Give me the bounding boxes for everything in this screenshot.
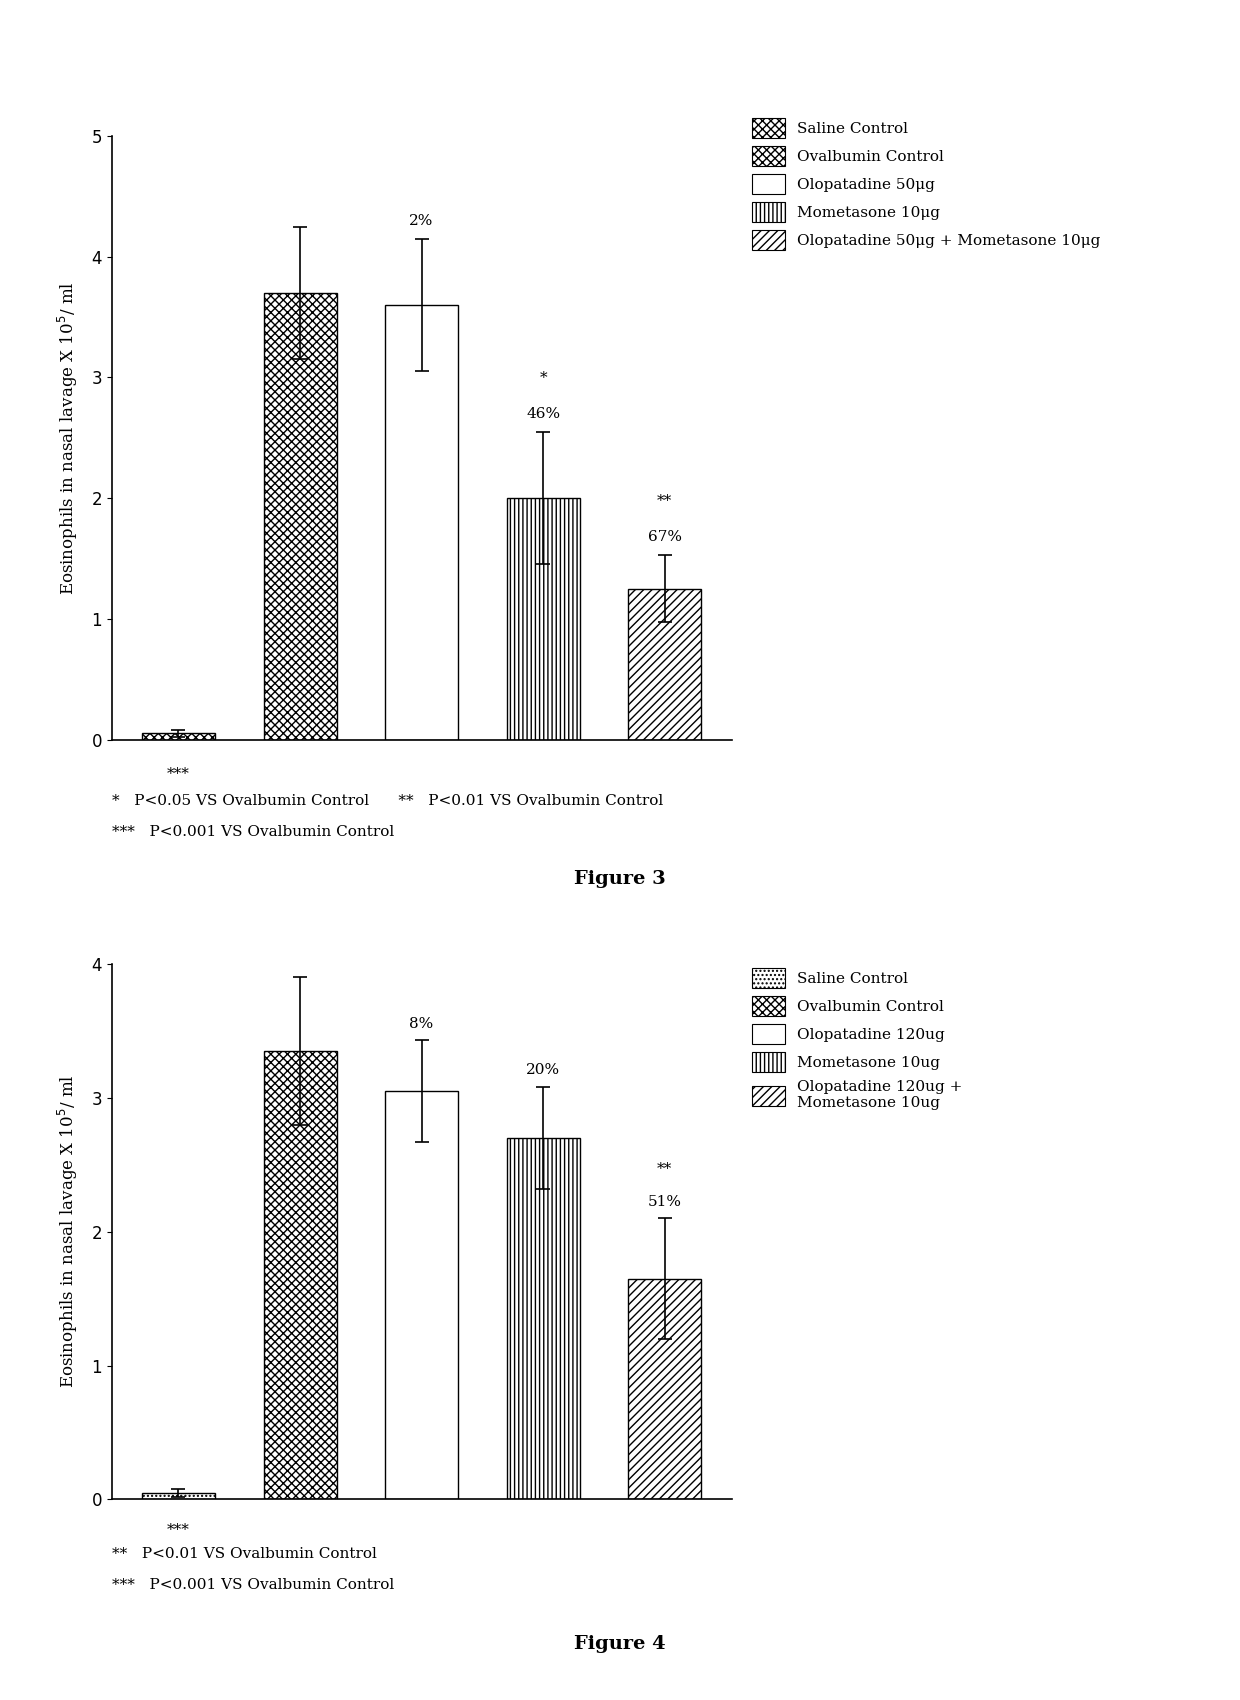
Bar xyxy=(629,588,701,740)
Text: ***   P<0.001 VS Ovalbumin Control: *** P<0.001 VS Ovalbumin Control xyxy=(112,824,394,838)
Text: **: ** xyxy=(657,1163,672,1176)
Text: ***: *** xyxy=(167,767,190,780)
Text: ***: *** xyxy=(167,1523,190,1537)
Text: *: * xyxy=(539,371,547,384)
Bar xyxy=(264,1051,336,1499)
Bar xyxy=(386,1091,458,1499)
Bar xyxy=(143,733,215,740)
Bar xyxy=(143,1493,215,1499)
Text: Figure 3: Figure 3 xyxy=(574,870,666,889)
Bar xyxy=(264,292,336,740)
Text: ***   P<0.001 VS Ovalbumin Control: *** P<0.001 VS Ovalbumin Control xyxy=(112,1578,394,1591)
Text: 8%: 8% xyxy=(409,1017,434,1030)
Bar xyxy=(629,1278,701,1499)
Text: **: ** xyxy=(657,493,672,508)
Text: 67%: 67% xyxy=(647,530,682,544)
Text: Figure 4: Figure 4 xyxy=(574,1635,666,1654)
Text: 20%: 20% xyxy=(526,1064,560,1078)
Y-axis label: Eosinophils in nasal lavage X 10$^5$/ ml: Eosinophils in nasal lavage X 10$^5$/ ml xyxy=(56,1074,81,1389)
Bar xyxy=(386,304,458,740)
Text: **   P<0.01 VS Ovalbumin Control: ** P<0.01 VS Ovalbumin Control xyxy=(112,1547,377,1561)
Bar xyxy=(507,1137,579,1499)
Legend: Saline Control, Ovalbumin Control, Olopatadine 50μg, Mometasone 10μg, Olopatadin: Saline Control, Ovalbumin Control, Olopa… xyxy=(751,117,1101,250)
Bar xyxy=(507,498,579,740)
Text: *   P<0.05 VS Ovalbumin Control      **   P<0.01 VS Ovalbumin Control: * P<0.05 VS Ovalbumin Control ** P<0.01 … xyxy=(112,794,663,808)
Text: 51%: 51% xyxy=(647,1195,682,1209)
Y-axis label: Eosinophils in nasal lavage X 10$^5$/ ml: Eosinophils in nasal lavage X 10$^5$/ ml xyxy=(56,280,81,595)
Text: 46%: 46% xyxy=(526,406,560,422)
Legend: Saline Control, Ovalbumin Control, Olopatadine 120ug, Mometasone 10ug, Olopatadi: Saline Control, Ovalbumin Control, Olopa… xyxy=(751,967,962,1110)
Text: 2%: 2% xyxy=(409,214,434,228)
